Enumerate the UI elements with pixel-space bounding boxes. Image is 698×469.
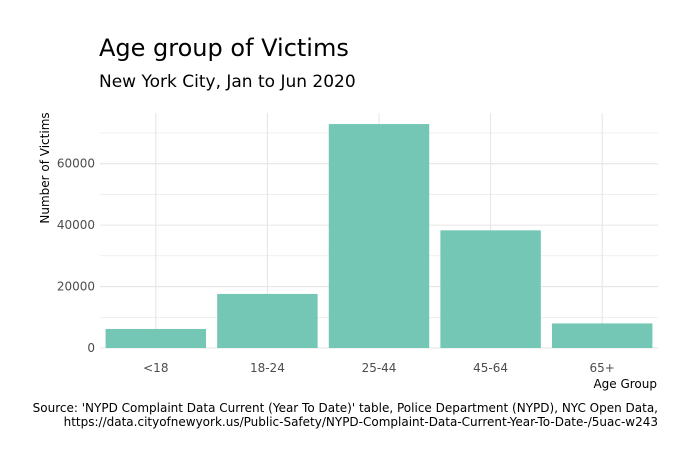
- bar-2: [217, 293, 318, 348]
- bars: [105, 124, 653, 348]
- x-tick-label: 18-24: [250, 361, 285, 375]
- x-tick-labels: <18 18-24 25-44 45-64 65+: [143, 361, 615, 375]
- bar-4: [440, 230, 541, 348]
- y-axis-label: Number of Victims: [38, 112, 52, 223]
- x-tick-label: <18: [143, 361, 168, 375]
- caption-line-2: https://data.cityofnewyork.us/Public-Saf…: [63, 415, 658, 429]
- caption-line-1: Source: 'NYPD Complaint Data Current (Ye…: [32, 401, 658, 415]
- chart-subtitle: New York City, Jan to Jun 2020: [99, 72, 356, 92]
- bar-1: [105, 328, 207, 348]
- x-tick-label: 45-64: [473, 361, 508, 375]
- x-tick-label: 65+: [590, 361, 615, 375]
- y-tick-label: 40000: [57, 218, 95, 232]
- bar-5: [551, 323, 653, 348]
- x-tick-label: 25-44: [362, 361, 397, 375]
- chart-title: Age group of Victims: [99, 34, 349, 62]
- y-tick-label: 60000: [57, 157, 95, 171]
- y-tick-label: 20000: [57, 280, 95, 294]
- bar-3: [328, 124, 430, 348]
- x-axis-label: Age Group: [593, 377, 657, 391]
- y-tick-label: 0: [87, 341, 95, 355]
- chart-caption: Source: 'NYPD Complaint Data Current (Ye…: [33, 401, 658, 429]
- y-tick-labels: 0 20000 40000 60000: [57, 157, 95, 355]
